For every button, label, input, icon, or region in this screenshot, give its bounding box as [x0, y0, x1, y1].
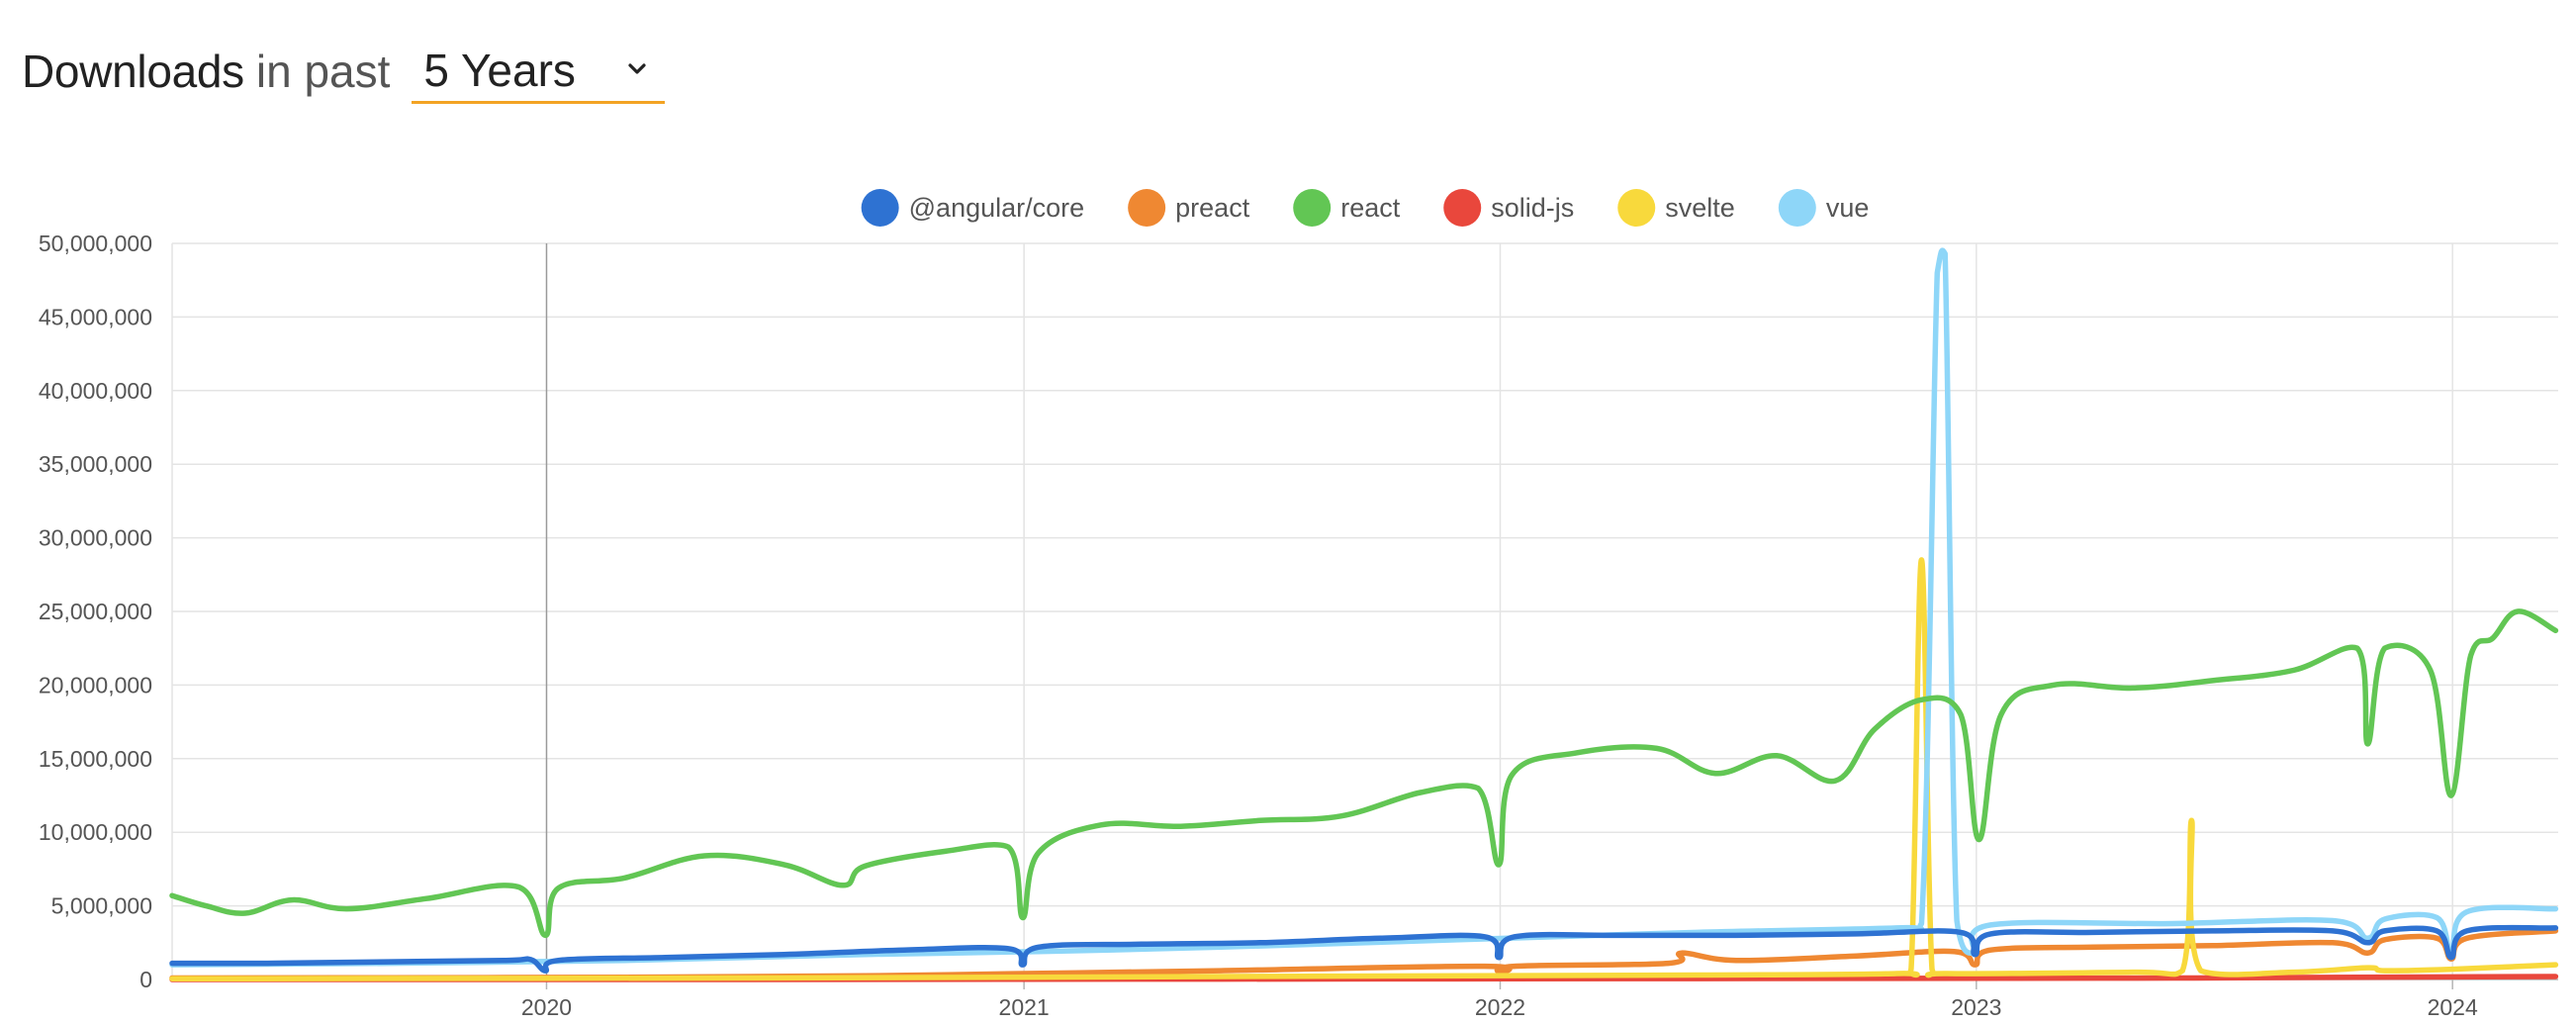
y-tick-label: 40,000,000: [39, 378, 152, 404]
y-tick-label: 45,000,000: [39, 304, 152, 329]
legend-label-react: react: [1340, 193, 1401, 223]
downloads-title: Downloads: [22, 46, 244, 97]
legend-label-preact: preact: [1175, 193, 1250, 223]
legend-swatch-preact: [1128, 189, 1166, 227]
in-past-label: in past: [255, 46, 391, 97]
x-tick-label: 2023: [1951, 994, 2001, 1020]
series-line-angular-core: [169, 924, 2559, 974]
y-tick-label: 15,000,000: [39, 746, 152, 772]
y-tick-label: 20,000,000: [39, 672, 152, 698]
y-tick-label: 5,000,000: [51, 893, 152, 919]
legend-label-solid-js: solid-js: [1491, 193, 1574, 223]
legend-label-angular-core: @angular/core: [909, 193, 1085, 223]
x-tick-label: 2020: [521, 994, 572, 1020]
legend-swatch-angular-core: [861, 189, 899, 227]
y-tick-label: 35,000,000: [39, 451, 152, 477]
y-tick-label: 25,000,000: [39, 599, 152, 624]
time-range-value: 5 Years: [423, 44, 576, 96]
legend-label-vue: vue: [1826, 193, 1870, 223]
series-line-svelte: [169, 557, 2559, 982]
chevron-down-icon: [628, 63, 647, 74]
legend-label-svelte: svelte: [1665, 193, 1735, 223]
y-tick-label: 0: [139, 967, 152, 992]
series-line-react: [169, 608, 2559, 939]
x-tick-label: 2022: [1475, 994, 1525, 1020]
x-tick-label: 2024: [2428, 994, 2478, 1020]
legend-swatch-solid-js: [1443, 189, 1482, 227]
time-range-select[interactable]: 5 Years: [412, 39, 666, 104]
legend-swatch-svelte: [1617, 189, 1656, 227]
legend-swatch-vue: [1778, 189, 1816, 227]
x-tick-label: 2021: [999, 994, 1050, 1020]
y-tick-label: 50,000,000: [39, 231, 152, 256]
legend-swatch-react: [1293, 189, 1332, 227]
y-tick-label: 30,000,000: [39, 525, 152, 551]
chart-header: Downloads in past 5 Years: [22, 36, 666, 107]
series-line-vue: [169, 247, 2559, 968]
y-tick-label: 10,000,000: [39, 819, 152, 845]
